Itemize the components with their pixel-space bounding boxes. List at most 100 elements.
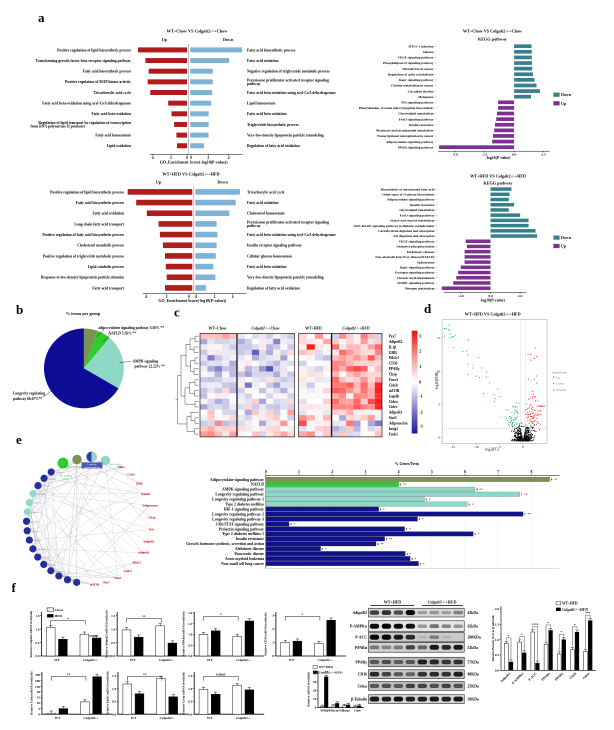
svg-text:Regulation of fatty acid oxida: Regulation of fatty acid oxidation (247, 286, 300, 290)
svg-text:**: ** (554, 478, 558, 482)
svg-text:AdipoR2: AdipoR2 (499, 671, 511, 683)
svg-text:Negative regulation of triglyc: Negative regulation of triglyceride meta… (247, 70, 330, 74)
svg-text:signaling pat: signaling pat (81, 581, 89, 584)
svg-text:Gapdh: Gapdh (141, 492, 150, 496)
svg-text:Very-low-density lipoprotein p: Very-low-density lipoprotein particle re… (247, 134, 324, 138)
svg-text:Alzheimer disease: Alzheimer disease (235, 547, 264, 551)
svg-text:0.0663: 0.0663 (216, 673, 226, 677)
svg-text:150: 150 (35, 685, 40, 689)
svg-text:b: b (16, 302, 23, 317)
svg-text:10: 10 (37, 701, 41, 705)
svg-text:52kDa: 52kDa (468, 646, 479, 650)
svg-text:Parkinson's disease: Parkinson's disease (407, 250, 435, 254)
svg-text:NAFLD: NAFLD (251, 483, 264, 487)
svg-text:15: 15 (37, 696, 41, 700)
svg-text:8: 8 (551, 478, 553, 482)
svg-text:Type 2 diabetes mellitus: Type 2 diabetes mellitus (225, 503, 264, 507)
svg-text:0.0: 0.0 (188, 654, 192, 658)
svg-text:Fads1: Fads1 (389, 433, 398, 437)
svg-text:Insulin resistance: Insulin resistance (409, 123, 434, 127)
svg-text:0: 0 (522, 445, 524, 449)
svg-text:signaling pat: signaling pat (37, 493, 45, 496)
svg-text:4: 4 (228, 156, 230, 160)
svg-text:2: 2 (214, 295, 216, 299)
svg-text:3: 3 (411, 557, 413, 561)
svg-text:0: 0 (315, 706, 317, 710)
svg-text:P-AMPKα: P-AMPKα (511, 671, 525, 685)
svg-text:signaling pat: signaling pat (37, 548, 45, 551)
svg-text:5: 5 (38, 707, 40, 711)
svg-text:WT+HFD: WT+HFD (562, 602, 578, 606)
svg-text:2: 2 (207, 156, 209, 160)
svg-text:*: * (574, 623, 576, 627)
svg-text:regulating pathway: regulating pathway (84, 466, 101, 469)
svg-text:c: c (174, 305, 180, 320)
svg-text:PPARγ: PPARγ (554, 671, 564, 681)
svg-text:AMPK signaling: AMPK signaling (133, 360, 159, 364)
svg-text:1.0: 1.0 (188, 687, 192, 691)
svg-text:**: ** (67, 673, 71, 677)
svg-text:-log10(FDR): -log10(FDR) (435, 371, 439, 391)
svg-text:WT+Chow VS Colgalt2-/-+Chow: WT+Chow VS Colgalt2-/-+Chow (463, 29, 522, 34)
svg-text:AdipoR1: AdipoR1 (389, 411, 403, 415)
svg-text:Longevity regulating pathway-2: Longevity regulating pathway-2 (212, 512, 264, 516)
svg-text:signaling pat: signaling pat (55, 570, 63, 573)
svg-text:*: * (302, 613, 304, 617)
svg-text:5: 5 (431, 470, 433, 474)
svg-text:Colgalt2-/-: Colgalt2-/- (83, 658, 98, 662)
svg-text:*: * (508, 634, 510, 638)
svg-text:4: 4 (152, 156, 154, 160)
svg-text:1.0: 1.0 (112, 687, 116, 691)
svg-text:Fatty acid oxidation: Fatty acid oxidation (247, 201, 279, 205)
svg-text:GHR: GHR (389, 351, 398, 355)
svg-text:**: ** (142, 615, 146, 619)
svg-text:Positive regulation of MAP kin: Positive regulation of MAP kinase activi… (65, 80, 131, 84)
svg-text:Carbohydrate digestion and abs: Carbohydrate digestion and absorption (378, 229, 435, 233)
svg-text:1.5: 1.5 (188, 674, 192, 678)
svg-text:2.0: 2.0 (188, 611, 192, 615)
svg-text:Fat digestion and absorption: Fat digestion and absorption (394, 234, 435, 238)
svg-text:Significant: Significant (552, 370, 567, 374)
svg-text:AMPK signaling pathway: AMPK signaling pathway (222, 488, 264, 492)
svg-text:PPARγ: PPARγ (389, 367, 400, 371)
svg-text:AMPK signaling: AMPK signaling (108, 463, 122, 466)
svg-text:Glycerolipid metabolism: Glycerolipid metabolism (398, 112, 433, 116)
svg-text:P-ACC: P-ACC (528, 671, 539, 682)
svg-text:3: 3 (420, 562, 422, 566)
svg-text:WT: WT (289, 658, 295, 662)
svg-text:Longevity: Longevity (88, 463, 98, 466)
svg-text:Nicotinate and nicotinamide me: Nicotinate and nicotinamide metabolism (376, 129, 434, 133)
svg-text:0.5: 0.5 (495, 653, 500, 657)
svg-text:WT+Chow: WT+Chow (209, 327, 227, 331)
svg-text:8: 8 (530, 470, 532, 474)
svg-text:3: 3 (419, 334, 421, 339)
svg-text:Tricarboxylic acid cycle: Tricarboxylic acid cycle (247, 190, 285, 194)
svg-text:Stat3: Stat3 (389, 416, 397, 420)
svg-text:Relative Colgalt2 mRNA level(f: Relative Colgalt2 mRNA level(fold) (29, 611, 33, 658)
svg-text:43kDa: 43kDa (468, 611, 479, 615)
svg-text:Transforming growth factor bet: Transforming growth factor beta receptor… (35, 59, 131, 63)
svg-text:-5: -5 (498, 445, 501, 449)
svg-text:Chow: Chow (55, 608, 64, 612)
svg-text:Glioma: Glioma (423, 50, 434, 54)
svg-text:Normal: Normal (556, 388, 566, 392)
svg-text:Pik3r1: Pik3r1 (389, 356, 400, 360)
svg-text:0: 0 (190, 156, 192, 160)
svg-text:Foxo3: Foxo3 (389, 378, 399, 382)
svg-text:*: * (415, 557, 417, 561)
svg-text:KEGG pathway: KEGG pathway (478, 37, 508, 42)
svg-text:0: 0 (188, 295, 190, 299)
svg-text:10: 10 (313, 697, 317, 701)
svg-text:15: 15 (437, 336, 441, 340)
svg-text:PPARγ: PPARγ (321, 709, 330, 712)
svg-text:*: * (478, 532, 480, 536)
svg-text:HTLV-1 infection: HTLV-1 infection (409, 44, 434, 48)
svg-text:Colgalt2-/-+HFD: Colgalt2-/-+HFD (428, 600, 457, 605)
svg-text:Longevity regulating pathway-1: Longevity regulating pathway-1 (212, 498, 264, 502)
svg-text:4: 4 (290, 522, 292, 526)
svg-text:signaling pat: signaling pat (48, 477, 56, 480)
svg-text:0: 0 (272, 654, 274, 658)
svg-text:AdipoR2: AdipoR2 (143, 540, 155, 544)
svg-text:1: 1 (272, 641, 274, 645)
svg-text:Relative CD36 mRNA level(fold): Relative CD36 mRNA level(fold) (263, 612, 267, 655)
